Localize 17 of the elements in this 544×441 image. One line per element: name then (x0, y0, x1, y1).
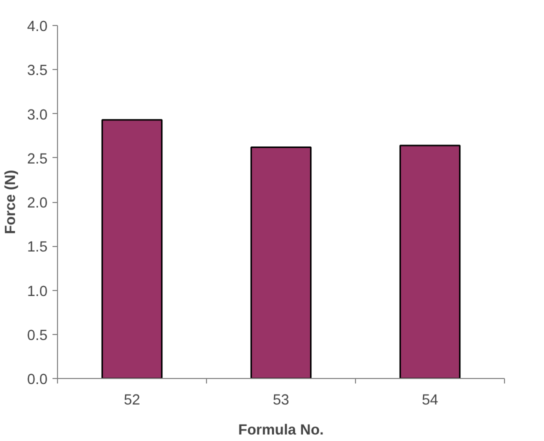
bar (250, 146, 312, 378)
y-tick-label: 3.5 (27, 63, 48, 80)
bar (101, 119, 163, 378)
bar (399, 144, 461, 378)
x-axis-title: Formula No. (238, 422, 324, 438)
y-tick-label: 3.0 (27, 107, 48, 124)
y-tick-label: 1.5 (27, 240, 48, 256)
x-tick-label: 52 (124, 392, 140, 408)
y-tick-label: 0.0 (27, 372, 48, 388)
x-tick-label: 53 (272, 392, 290, 408)
y-axis-title: Force (N) (3, 170, 20, 234)
y-tick-label: 2.0 (27, 196, 48, 212)
y-tick-label: 4.0 (27, 19, 48, 35)
y-tick-label: 0.5 (27, 328, 48, 344)
y-tick-label: 2.5 (27, 151, 48, 168)
y-tick-label: 1.0 (27, 284, 48, 300)
x-tick-label: 54 (422, 392, 438, 408)
